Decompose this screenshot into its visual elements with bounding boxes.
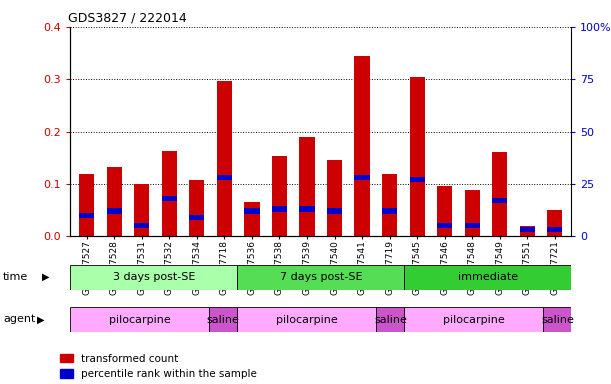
Bar <box>409 177 425 182</box>
Bar <box>437 223 452 228</box>
Bar <box>272 206 287 212</box>
Bar <box>382 174 397 236</box>
Bar <box>272 156 287 236</box>
Bar <box>244 209 260 214</box>
Bar <box>134 184 150 236</box>
Bar <box>464 223 480 228</box>
Bar <box>244 202 260 236</box>
Bar <box>299 137 315 236</box>
Bar <box>543 307 571 332</box>
Bar <box>547 227 562 232</box>
Bar <box>237 265 404 290</box>
Bar <box>70 307 210 332</box>
Bar <box>409 76 425 236</box>
Text: pilocarpine: pilocarpine <box>276 314 338 325</box>
Bar <box>134 223 150 228</box>
Bar <box>327 160 342 236</box>
Bar <box>520 226 535 236</box>
Bar <box>162 196 177 201</box>
Text: GDS3827 / 222014: GDS3827 / 222014 <box>68 11 186 24</box>
Bar <box>404 307 543 332</box>
Text: ▶: ▶ <box>37 314 44 324</box>
Bar <box>376 307 404 332</box>
Bar <box>217 175 232 180</box>
Text: saline: saline <box>541 314 574 325</box>
Legend: transformed count, percentile rank within the sample: transformed count, percentile rank withi… <box>60 354 257 379</box>
Bar <box>464 190 480 236</box>
Text: agent: agent <box>3 314 35 324</box>
Text: pilocarpine: pilocarpine <box>443 314 505 325</box>
Bar <box>210 307 237 332</box>
Bar <box>217 81 232 236</box>
Bar <box>107 209 122 214</box>
Text: immediate: immediate <box>458 272 518 283</box>
Bar <box>437 187 452 236</box>
Text: saline: saline <box>207 314 240 325</box>
Bar <box>70 265 237 290</box>
Bar <box>492 198 507 203</box>
Bar <box>492 152 507 236</box>
Text: ▶: ▶ <box>42 272 49 282</box>
Bar <box>79 174 94 236</box>
Bar <box>404 265 571 290</box>
Text: 3 days post-SE: 3 days post-SE <box>112 272 195 283</box>
Bar <box>354 56 370 236</box>
Bar <box>520 227 535 232</box>
Bar <box>327 209 342 214</box>
Text: time: time <box>3 272 28 282</box>
Bar <box>382 209 397 214</box>
Bar <box>107 167 122 236</box>
Bar <box>354 175 370 180</box>
Bar <box>189 180 205 236</box>
Bar <box>547 210 562 236</box>
Bar <box>162 151 177 236</box>
Bar <box>299 206 315 212</box>
Bar <box>237 307 376 332</box>
Bar <box>79 213 94 218</box>
Text: 7 days post-SE: 7 days post-SE <box>279 272 362 283</box>
Bar <box>189 215 205 220</box>
Text: pilocarpine: pilocarpine <box>109 314 170 325</box>
Text: saline: saline <box>374 314 407 325</box>
